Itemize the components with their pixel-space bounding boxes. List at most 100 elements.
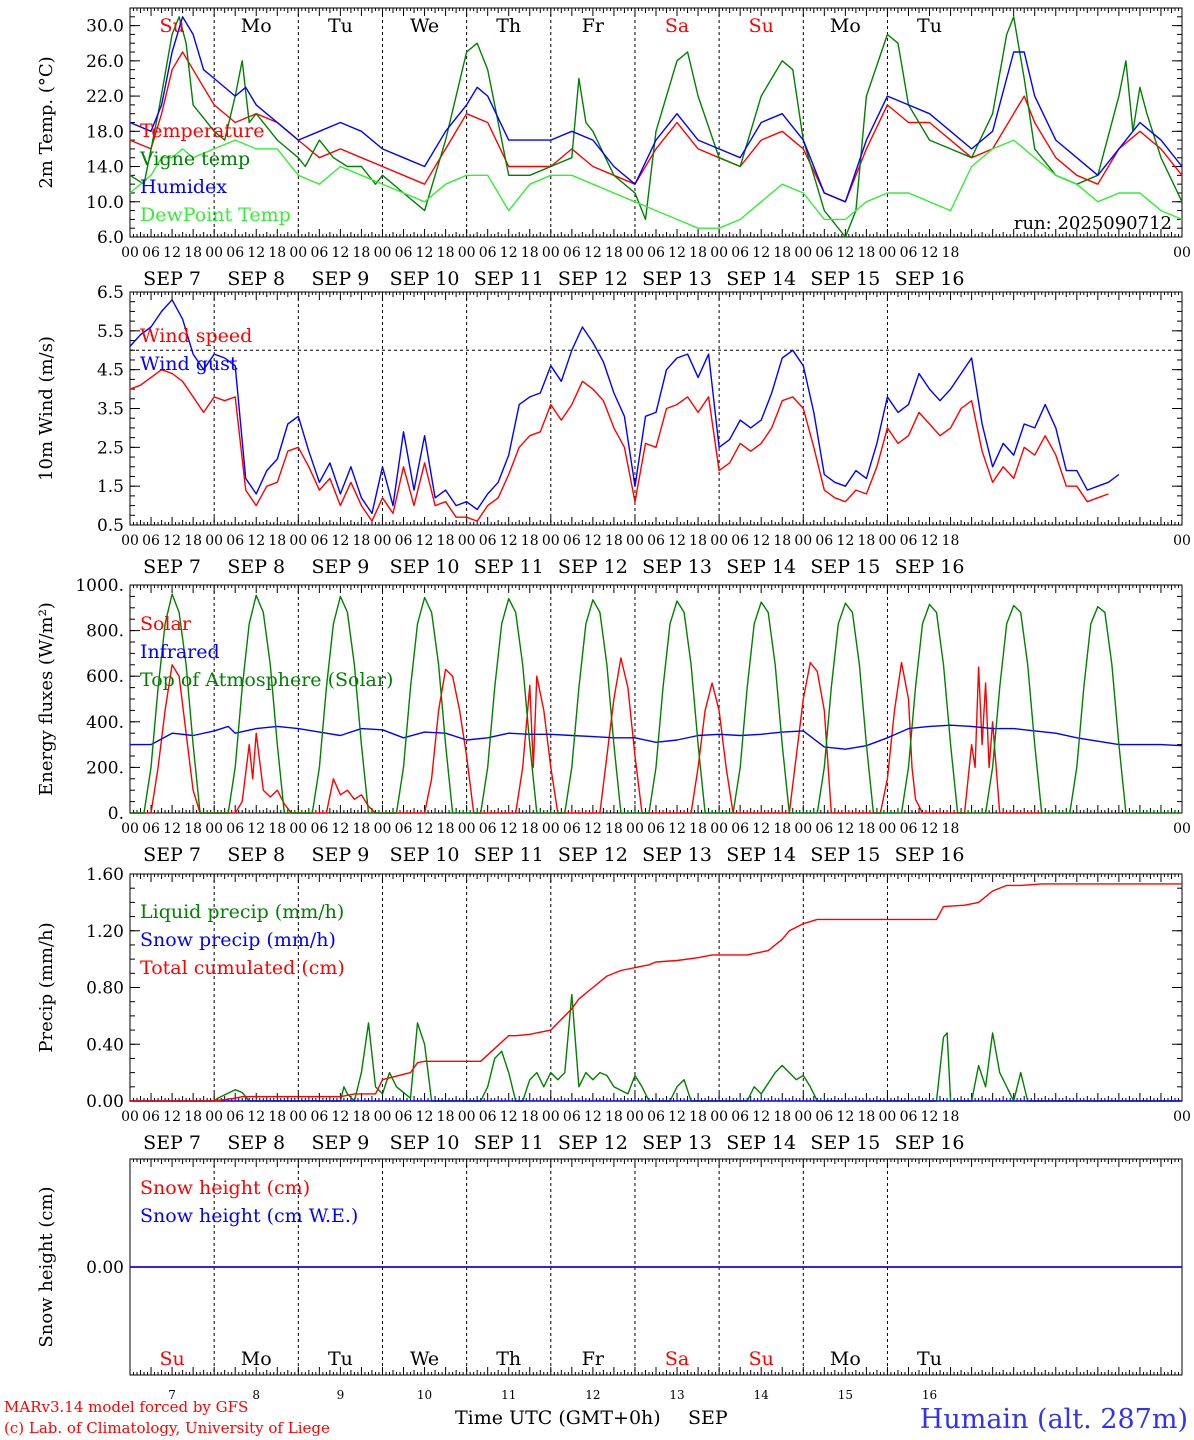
series-line-top-of-atmosphere-solar- xyxy=(130,594,1182,813)
date-label: SEP 10 xyxy=(390,556,460,578)
hour-label: 06 xyxy=(731,245,749,261)
series-label: Total cumulated (cm) xyxy=(140,957,345,979)
series-label: Snow height (cm W.E.) xyxy=(140,1205,358,1227)
y-tick-label: 4.5 xyxy=(97,361,124,381)
hour-label: 12 xyxy=(836,1109,854,1125)
hour-label: 12 xyxy=(668,1109,686,1125)
series-label: Humidex xyxy=(140,176,227,198)
hour-label: 06 xyxy=(563,533,581,549)
day-of-week-label: Fr xyxy=(582,1348,605,1370)
hour-label: 00 xyxy=(205,245,223,261)
series-label: Wind gust xyxy=(140,353,238,375)
day-number-label: 16 xyxy=(922,1388,937,1402)
date-label: SEP 11 xyxy=(474,1132,544,1154)
hour-label: 00 xyxy=(879,1109,897,1125)
day-of-week-label: Su xyxy=(159,1348,184,1370)
date-label: SEP 9 xyxy=(311,1132,369,1154)
hour-label: 06 xyxy=(815,533,833,549)
hour-label: 18 xyxy=(184,821,202,837)
hour-label: 00 xyxy=(205,533,223,549)
hour-label: 00 xyxy=(879,533,897,549)
day-of-week-label: Tu xyxy=(328,15,353,37)
hour-label: 18 xyxy=(437,533,455,549)
hour-label: 12 xyxy=(668,245,686,261)
hour-label: 00 xyxy=(205,1109,223,1125)
hour-label: 00 xyxy=(458,245,476,261)
hour-label: 12 xyxy=(247,245,265,261)
day-of-week-label: Mo xyxy=(241,1348,272,1370)
hour-label: 06 xyxy=(310,1109,328,1125)
date-label: SEP 7 xyxy=(143,844,201,866)
hour-label: 12 xyxy=(752,245,770,261)
hour-label: 12 xyxy=(752,821,770,837)
y-axis-label: Precip (mm/h) xyxy=(36,922,57,1052)
hour-label: 12 xyxy=(921,245,939,261)
hour-label: 12 xyxy=(163,533,181,549)
hour-label: 18 xyxy=(521,245,539,261)
hour-label: 06 xyxy=(479,1109,497,1125)
hour-label: 00 xyxy=(121,245,139,261)
hour-label: 00 xyxy=(794,245,812,261)
hour-label: 12 xyxy=(500,1109,518,1125)
hour-label: 06 xyxy=(142,821,160,837)
hour-label: 18 xyxy=(268,821,286,837)
panel-4: 0.000.400.801.201.60Precip (mm/h)Liquid … xyxy=(36,865,1191,1154)
hour-label: 18 xyxy=(857,1109,875,1125)
y-tick-label: 800. xyxy=(86,622,124,642)
date-label: SEP 7 xyxy=(143,556,201,578)
date-label: SEP 14 xyxy=(726,268,796,290)
series-label: Wind speed xyxy=(140,325,252,347)
date-label: SEP 15 xyxy=(810,268,880,290)
series-line-wind-speed xyxy=(130,370,1108,521)
hour-label: 00 xyxy=(542,821,560,837)
hour-label: 12 xyxy=(500,821,518,837)
hour-label: 06 xyxy=(310,821,328,837)
hour-label: 18 xyxy=(268,245,286,261)
date-label: SEP 8 xyxy=(227,268,285,290)
date-label: SEP 11 xyxy=(474,556,544,578)
panel-3: 0.200.400.600.800.1000.Energy fluxes (W/… xyxy=(36,576,1191,866)
hour-label: 00 xyxy=(626,533,644,549)
hour-label: 06 xyxy=(900,533,918,549)
hour-label: 06 xyxy=(900,821,918,837)
date-label: SEP 14 xyxy=(726,556,796,578)
y-tick-label: 1.20 xyxy=(86,922,124,942)
date-label: SEP 13 xyxy=(642,844,712,866)
hour-label: 12 xyxy=(584,1109,602,1125)
hour-label: 12 xyxy=(500,245,518,261)
y-tick-label: 0.00 xyxy=(86,1258,124,1278)
hour-label: 00 xyxy=(626,1109,644,1125)
hour-label: 18 xyxy=(689,1109,707,1125)
day-of-week-label: Tu xyxy=(328,1348,353,1370)
hour-label: 12 xyxy=(584,533,602,549)
date-label: SEP 9 xyxy=(311,844,369,866)
hour-label: 06 xyxy=(310,533,328,549)
hour-label: 00 xyxy=(205,821,223,837)
y-tick-label: 18.0 xyxy=(86,122,124,142)
site-title: Humain (alt. 287m) xyxy=(920,1404,1188,1435)
credit-line-2: (c) Lab. of Climatology, University of L… xyxy=(4,1419,330,1437)
y-tick-label: 6.0 xyxy=(97,228,124,248)
panel-1: 6.0 10.0 14.0 18.0 22.0 26.0 30.0 2m Temp. (°C)… xyxy=(36,8,1191,290)
hour-label: 12 xyxy=(416,1109,434,1125)
day-of-week-label: Su xyxy=(749,1348,774,1370)
meteogram-footer: MARv3.14 model forced by GFS (c) Lab. of… xyxy=(4,1398,1188,1437)
date-label: SEP 12 xyxy=(558,1132,628,1154)
day-number-label: 14 xyxy=(754,1388,770,1402)
hour-label: 18 xyxy=(605,245,623,261)
day-number-label: 12 xyxy=(585,1388,600,1402)
hour-label: 06 xyxy=(142,1109,160,1125)
y-tick-label: 600. xyxy=(86,667,124,687)
hour-label: 06 xyxy=(647,1109,665,1125)
hour-label: 06 xyxy=(310,245,328,261)
hour-label: 18 xyxy=(689,821,707,837)
hour-label: 06 xyxy=(815,821,833,837)
y-tick-label: 10.0 xyxy=(86,193,124,213)
date-label: SEP 12 xyxy=(558,844,628,866)
hour-label: 18 xyxy=(942,533,960,549)
hour-label: 12 xyxy=(584,821,602,837)
series-label: Top of Atmosphere (Solar) xyxy=(140,669,393,691)
date-label: SEP 8 xyxy=(227,556,285,578)
hour-label: 18 xyxy=(184,245,202,261)
hour-label: 18 xyxy=(857,533,875,549)
